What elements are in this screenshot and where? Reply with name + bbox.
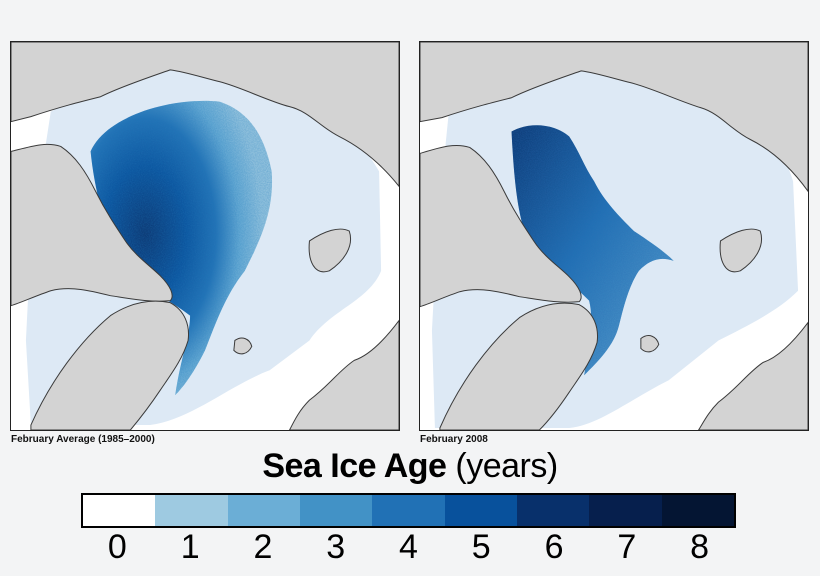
color-scale-swatch-5: [444, 495, 517, 526]
land-svalbard: [233, 337, 253, 355]
color-scale-bar: [81, 493, 736, 528]
color-scale-label-2: 2: [253, 528, 273, 566]
color-scale-label-0: 0: [107, 528, 127, 566]
legend-title-main: Sea Ice Age: [262, 447, 447, 485]
color-scale-label-8: 8: [690, 528, 710, 566]
color-scale-swatch-1: [155, 495, 228, 526]
color-scale-label-1: 1: [180, 528, 200, 566]
color-scale-label-5: 5: [471, 528, 491, 566]
color-scale-label-3: 3: [326, 528, 346, 566]
map-february-2008-svg: [420, 42, 808, 430]
map-february-average: [10, 41, 400, 431]
color-scale-swatch-6: [516, 495, 590, 526]
map-february-average-svg: [11, 42, 399, 430]
land-canadian-archipelago-2008: [420, 144, 582, 308]
legend-title: Sea Ice Age (years): [0, 447, 820, 486]
map-february-2008: [419, 41, 809, 431]
color-scale-label-7: 7: [617, 528, 637, 566]
color-scale-label-6: 6: [544, 528, 564, 566]
land-scandinavia: [289, 319, 399, 430]
land-novaya-zemlya-2008: [719, 228, 762, 273]
land-canadian-archipelago: [11, 143, 173, 307]
land-siberia: [11, 42, 399, 188]
color-scale-swatch-0: [83, 495, 156, 526]
color-scale-swatch-8: [661, 495, 734, 526]
map-caption-left: February Average (1985–2000): [11, 434, 155, 445]
land-siberia-2008: [420, 42, 808, 193]
legend-title-unit: (years): [455, 447, 558, 485]
multi-year-ice-texture: [90, 100, 273, 396]
color-scale-swatch-3: [299, 495, 373, 526]
color-scale-swatch-7: [589, 495, 662, 526]
land-novaya-zemlya: [308, 228, 351, 273]
multi-year-ice-2008-texture: [511, 125, 674, 376]
color-scale-swatch-4: [372, 495, 445, 526]
land-svalbard-2008: [640, 335, 660, 353]
land-scandinavia-2008: [697, 321, 808, 430]
color-scale-label-4: 4: [399, 528, 418, 566]
land-greenland-2008: [439, 302, 598, 430]
color-scale-swatch-2: [227, 495, 300, 526]
land-greenland: [30, 300, 189, 430]
map-caption-right: February 2008: [420, 434, 488, 445]
color-scale-labels: 0 1 2 3 4 5 6 7 8: [81, 528, 736, 572]
